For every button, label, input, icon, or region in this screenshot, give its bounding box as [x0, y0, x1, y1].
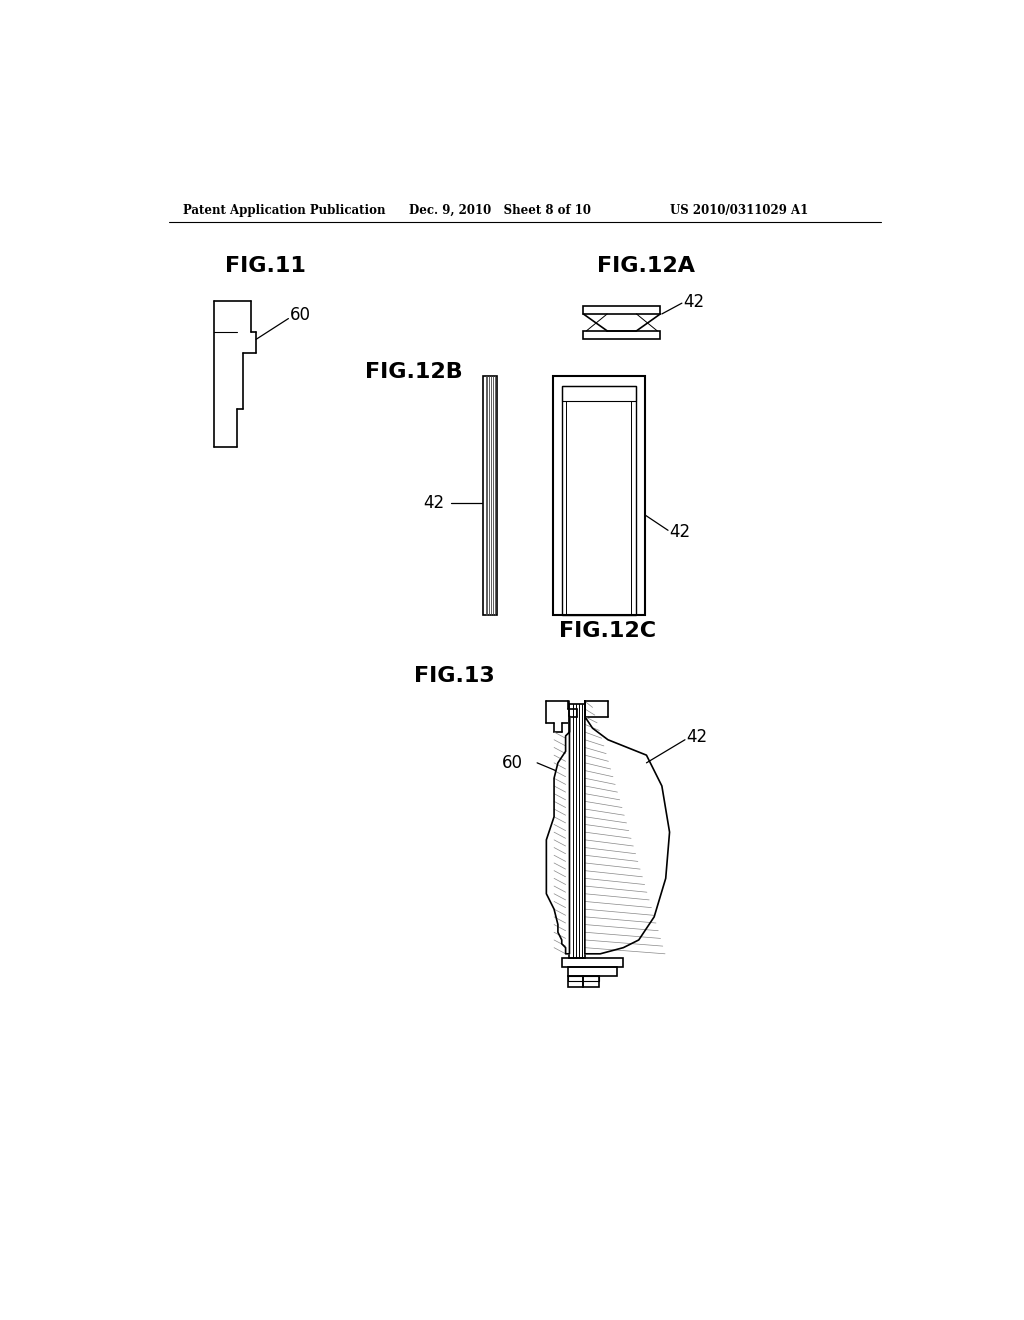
Polygon shape	[585, 701, 670, 954]
Text: 60: 60	[502, 754, 522, 772]
Text: FIG.12C: FIG.12C	[559, 622, 656, 642]
Bar	[562, 958, 624, 966]
Bar	[568, 977, 584, 987]
Bar	[483, 376, 497, 615]
Text: US 2010/0311029 A1: US 2010/0311029 A1	[670, 205, 808, 218]
Text: FIG.12B: FIG.12B	[365, 363, 463, 383]
Text: 42: 42	[423, 495, 444, 512]
Text: Patent Application Publication: Patent Application Publication	[183, 205, 385, 218]
Bar	[569, 704, 585, 958]
Bar	[584, 331, 660, 339]
Bar	[584, 306, 660, 314]
Text: FIG.12A: FIG.12A	[597, 256, 695, 276]
Text: FIG.11: FIG.11	[225, 256, 306, 276]
Bar	[562, 385, 636, 615]
Text: 42: 42	[683, 293, 705, 310]
Bar	[584, 977, 599, 987]
Bar	[568, 966, 617, 977]
Text: FIG.13: FIG.13	[414, 665, 495, 686]
Bar	[553, 376, 645, 615]
Text: 42: 42	[670, 523, 690, 541]
Polygon shape	[547, 717, 569, 954]
Text: 42: 42	[686, 729, 708, 746]
Text: Dec. 9, 2010   Sheet 8 of 10: Dec. 9, 2010 Sheet 8 of 10	[410, 205, 591, 218]
Text: 60: 60	[290, 306, 311, 325]
Bar	[562, 385, 636, 401]
Bar	[568, 977, 599, 981]
